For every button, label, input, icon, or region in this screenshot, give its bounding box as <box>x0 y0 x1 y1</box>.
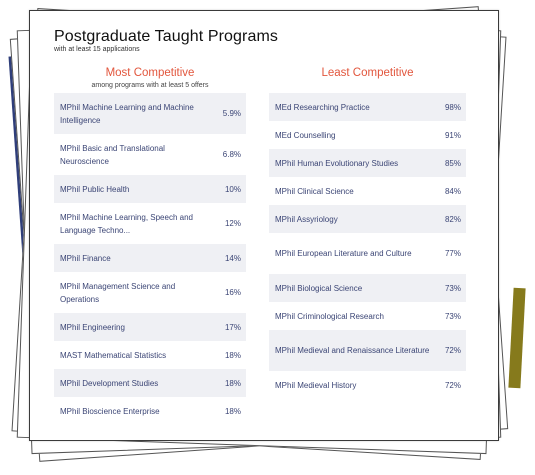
program-rate: 84% <box>444 186 461 196</box>
list-item: MPhil Human Evolutionary Studies 85% <box>269 149 466 177</box>
program-rate: 5.9% <box>222 109 241 118</box>
program-name: MPhil Biological Science <box>275 283 363 293</box>
list-item: MAST Mathematical Statistics 18% <box>54 341 246 369</box>
back-page-olive-accent <box>508 287 526 389</box>
list-item: MPhil Assyriology 82% <box>269 205 466 233</box>
program-name: MAST Mathematical Statistics <box>60 350 167 360</box>
page-title: Postgraduate Taught Programs <box>54 28 278 45</box>
list-item: MPhil European Literature and Culture 77% <box>269 233 466 274</box>
program-name: MPhil Management Science and Operations <box>60 281 176 304</box>
program-name: MPhil Medieval History <box>275 380 357 390</box>
program-name: MPhil Finance <box>60 253 111 263</box>
most-competitive-list: MPhil Machine Learning and Machine Intel… <box>54 93 246 425</box>
program-name: MPhil Medieval and Renaissance Literatur… <box>275 346 430 355</box>
program-name: MPhil Human Evolutionary Studies <box>275 158 399 168</box>
program-name: MPhil Assyriology <box>275 214 338 224</box>
program-rate: 82% <box>444 214 461 224</box>
program-name: MPhil Basic and Translational Neuroscien… <box>60 143 165 166</box>
list-item: MPhil Medieval History 72% <box>269 371 466 399</box>
program-name: MEd Researching Practice <box>275 102 370 112</box>
list-item: MPhil Development Studies 18% <box>54 369 246 397</box>
most-competitive-heading: Most Competitive <box>105 67 195 79</box>
page-subtitle: with at least 15 applications <box>54 46 140 53</box>
program-rate: 73% <box>444 283 461 293</box>
program-rate: 12% <box>224 219 241 228</box>
program-name: MPhil Bioscience Enterprise <box>60 406 160 416</box>
program-rate: 14% <box>224 253 241 263</box>
list-item: MPhil Machine Learning and Machine Intel… <box>54 93 246 134</box>
list-item: MPhil Management Science and Operations 1… <box>54 272 246 313</box>
program-name: MPhil Machine Learning, Speech and Langu… <box>60 212 193 235</box>
list-item: MPhil Engineering 17% <box>54 313 246 341</box>
program-rate: 18% <box>224 406 241 416</box>
program-name: MEd Counselling <box>275 130 336 140</box>
least-competitive-heading: Least Competitive <box>321 67 414 79</box>
list-item: MEd Counselling 91% <box>269 121 466 149</box>
program-rate: 77% <box>444 249 461 258</box>
program-name: MPhil Clinical Science <box>275 186 354 196</box>
program-rate: 91% <box>444 130 461 140</box>
program-rate: 18% <box>224 350 241 360</box>
program-rate: 72% <box>444 380 461 390</box>
program-name: MPhil Machine Learning and Machine Intel… <box>60 102 194 125</box>
list-item: MPhil Bioscience Enterprise 18% <box>54 397 246 425</box>
list-item: MPhil Criminological Research 73% <box>269 302 466 330</box>
program-name: MPhil Engineering <box>60 322 125 332</box>
most-competitive-subheading: among programs with at least 5 offers <box>91 82 209 89</box>
least-competitive-column: Least Competitive MEd Researching Practi… <box>269 65 466 399</box>
program-rate: 72% <box>444 346 461 355</box>
program-rate: 6.8% <box>222 150 241 159</box>
list-item: MPhil Finance 14% <box>54 244 246 272</box>
list-item: MPhil Biological Science 73% <box>269 274 466 302</box>
program-rate: 16% <box>224 288 241 297</box>
program-rate: 73% <box>444 311 461 321</box>
program-name: MPhil European Literature and Culture <box>275 249 412 258</box>
program-name: MPhil Criminological Research <box>275 311 384 321</box>
program-rate: 18% <box>224 378 241 388</box>
list-item: MPhil Machine Learning, Speech and Langu… <box>54 203 246 244</box>
program-rate: 17% <box>224 322 241 332</box>
list-item: MPhil Clinical Science 84% <box>269 177 466 205</box>
program-name: MPhil Development Studies <box>60 378 159 388</box>
list-item: MPhil Basic and Translational Neuroscien… <box>54 134 246 175</box>
list-item: MEd Researching Practice 98% <box>269 93 466 121</box>
program-rate: 10% <box>224 184 241 194</box>
program-rate: 85% <box>444 158 461 168</box>
program-name: MPhil Public Health <box>60 184 130 194</box>
list-item: MPhil Public Health 10% <box>54 175 246 203</box>
least-competitive-list: MEd Researching Practice 98% MEd Counsell… <box>269 93 466 399</box>
most-competitive-column: Most Competitive among programs with at … <box>54 65 246 425</box>
front-page: Postgraduate Taught Programs with at lea… <box>29 10 499 441</box>
program-rate: 98% <box>444 102 461 112</box>
list-item: MPhil Medieval and Renaissance Literatur… <box>269 330 466 371</box>
